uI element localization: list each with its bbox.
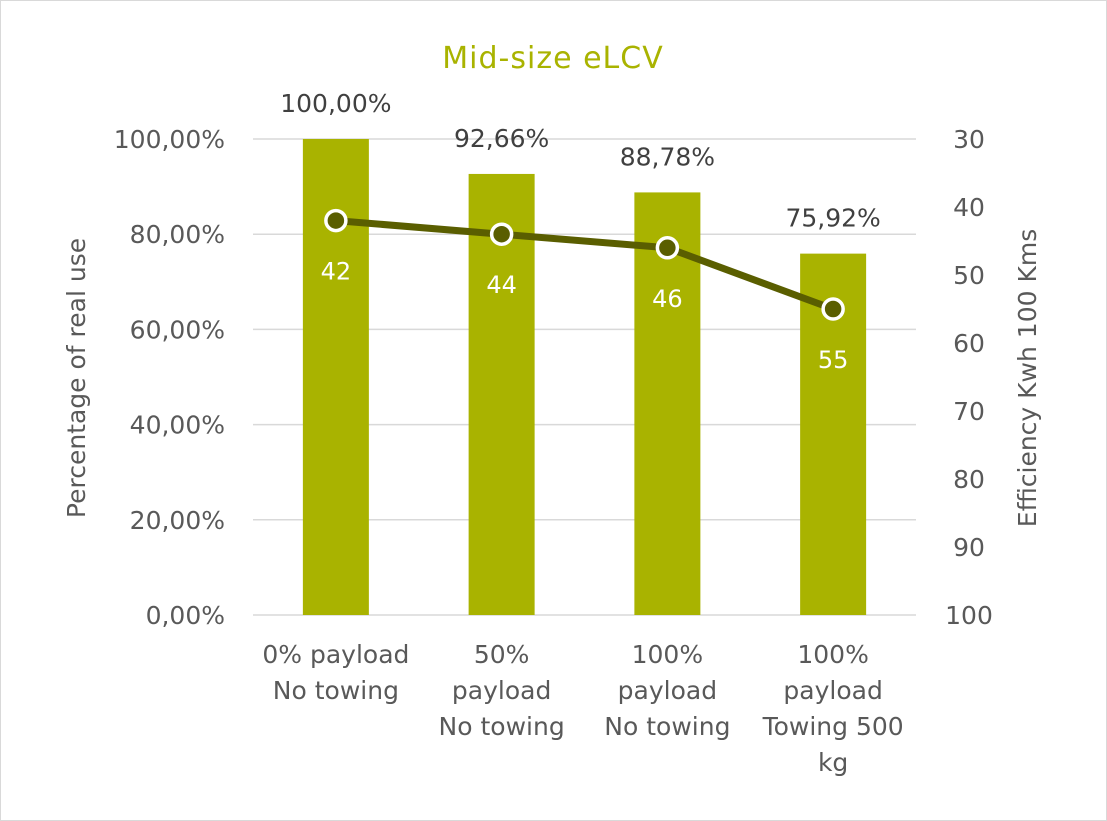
efficiency-marker	[821, 297, 845, 321]
category-label-line: No towing	[604, 712, 730, 741]
left-axis-ticks: 0,00% 20,00% 40,00% 60,00% 80,00% 100,00%	[114, 125, 225, 630]
right-axis-ticks: 30 40 50 60 70 80 90 100	[945, 125, 993, 630]
bar	[468, 173, 535, 615]
efficiency-data-labels: 42 44 46 55	[321, 258, 849, 374]
category-label-line: 100%	[632, 640, 703, 669]
efficiency-line	[332, 217, 837, 313]
chart-title: Mid-size eLCV	[442, 41, 663, 76]
category-label-line: payload	[618, 676, 717, 705]
efficiency-data-label: 55	[818, 346, 849, 374]
right-tick-label: 100	[945, 601, 993, 630]
bar	[634, 192, 701, 615]
efficiency-data-label: 44	[486, 271, 517, 299]
category-label-line: No towing	[439, 712, 565, 741]
efficiency-data-label: 42	[321, 258, 352, 286]
left-axis-title: Percentage of real use	[62, 238, 91, 518]
category-label-line: payload	[452, 676, 551, 705]
category-label: 50% payload No towing	[439, 640, 565, 741]
category-label-line: kg	[818, 748, 848, 777]
efficiency-data-label: 46	[652, 285, 683, 313]
efficiency-marker	[489, 222, 514, 246]
bar-data-label: 92,66%	[454, 124, 549, 153]
left-tick-label: 0,00%	[146, 601, 225, 630]
category-label-line: 0% payload	[262, 640, 409, 669]
right-tick-label: 70	[953, 397, 985, 426]
category-label-line: Towing 500	[762, 712, 904, 741]
right-tick-label: 40	[953, 193, 985, 222]
bar-data-label: 88,78%	[620, 142, 715, 171]
category-label-line: 100%	[797, 640, 868, 669]
left-tick-label: 80,00%	[130, 220, 225, 249]
category-label: 100% payload Towing 500 kg	[762, 640, 904, 777]
category-label: 0% payload No towing	[262, 640, 409, 705]
category-label-line: 50%	[474, 640, 530, 669]
right-tick-label: 90	[953, 533, 985, 562]
bar-data-labels: 100,00% 92,66% 88,78% 75,92%	[280, 89, 881, 233]
bars	[302, 139, 867, 616]
category-label-line: No towing	[273, 676, 399, 705]
category-label: 100% payload No towing	[604, 640, 730, 741]
left-tick-label: 60,00%	[130, 315, 225, 344]
right-axis-title: Efficiency Kwh 100 Kms	[1013, 229, 1042, 527]
category-label-line: payload	[783, 676, 882, 705]
left-tick-label: 20,00%	[130, 506, 225, 535]
bar-data-label: 75,92%	[785, 204, 880, 233]
left-tick-label: 100,00%	[114, 125, 225, 154]
bar-data-label: 100,00%	[280, 89, 391, 118]
efficiency-markers	[324, 208, 845, 321]
efficiency-marker	[324, 208, 348, 233]
left-tick-label: 40,00%	[130, 411, 225, 440]
right-tick-label: 50	[953, 261, 985, 290]
efficiency-marker	[655, 236, 680, 260]
right-tick-label: 80	[953, 465, 985, 494]
right-tick-label: 30	[953, 125, 985, 154]
right-tick-label: 60	[953, 329, 985, 358]
efficiency-line-path	[332, 217, 837, 313]
